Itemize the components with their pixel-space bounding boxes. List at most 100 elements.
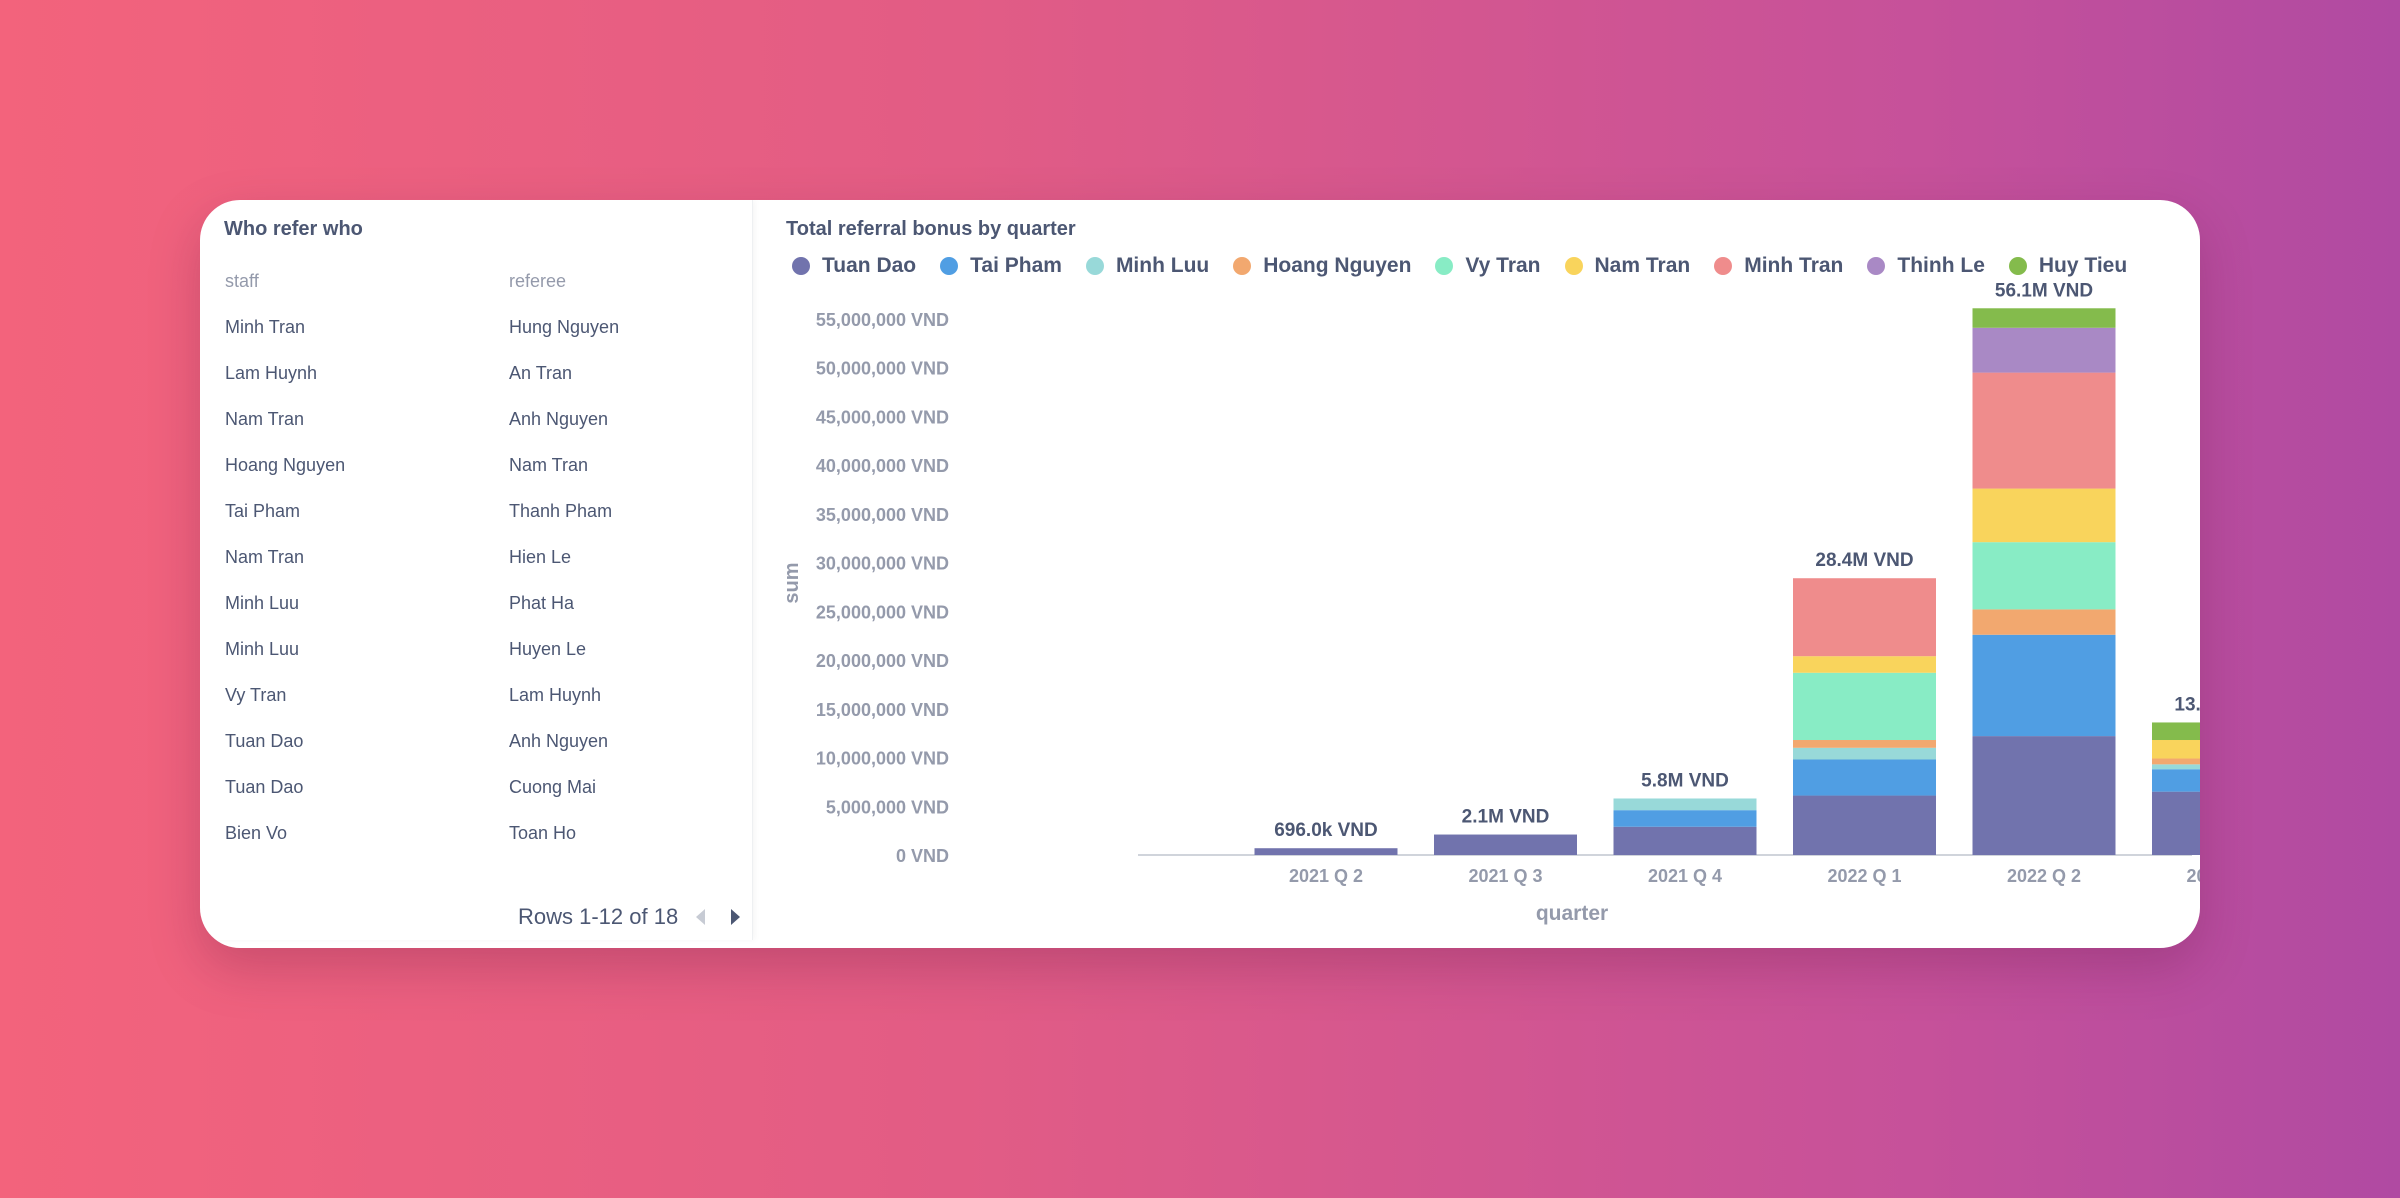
legend-label: Thinh Le (1897, 254, 1985, 277)
staff-cell: Nam Tran (225, 547, 305, 567)
legend-swatch-icon (1435, 257, 1454, 275)
staff-cell: Nam Tran (225, 409, 305, 429)
bar-segment-tai-pham[interactable] (2152, 769, 2200, 792)
referee-cell: Lam Huynh (509, 685, 602, 705)
stacked-bar-chart: sum quarter 0 VND 5,000,000 VND 10,000,000… (781, 280, 2200, 925)
y-tick-label: 20,000,000 VND (816, 651, 949, 671)
bar-total-label: 28.4M VND (1815, 550, 1913, 571)
referee-cell: Hung Nguyen (509, 317, 620, 337)
x-tick-label: 2021 Q 2 (1289, 866, 1363, 886)
staff-cell: Minh Luu (225, 639, 300, 659)
column-header-referee[interactable]: referee (509, 271, 567, 291)
y-tick-label: 30,000,000 VND (816, 554, 949, 574)
bar-segment-minh-tran[interactable] (1793, 578, 1936, 657)
staff-cell: Tai Pham (225, 501, 301, 521)
staff-cell: Tuan Dao (225, 731, 304, 751)
bar-segment-minh-luu[interactable] (1613, 798, 1757, 811)
y-tick-label: 45,000,000 VND (816, 407, 949, 427)
bar-segment-thinh-le[interactable] (1972, 327, 2116, 373)
bar-segment-tuan-dao[interactable] (1793, 795, 1936, 855)
dashboard-card: Who refer who staff referee Minh Tran Hun… (200, 200, 2200, 948)
bar-total-label: 13.6M VND (2174, 694, 2200, 715)
x-axis-label: quarter (1536, 902, 1608, 925)
x-tick-label: 2021 Q 3 (1468, 866, 1542, 886)
referee-cell: Toan Ho (509, 823, 577, 843)
bar-segment-tuan-dao[interactable] (1613, 826, 1757, 855)
referee-cell: An Tran (509, 363, 573, 383)
legend-label: Huy Tieu (2038, 254, 2128, 277)
staff-cell: Lam Huynh (225, 363, 318, 383)
bar-segment-tuan-dao[interactable] (1434, 834, 1577, 855)
legend-item[interactable]: Minh Luu (1085, 254, 1210, 278)
next-page-icon[interactable] (731, 909, 741, 925)
legend-item[interactable]: Hoang Nguyen (1233, 254, 1411, 278)
bar-segment-nam-tran[interactable] (1793, 656, 1936, 673)
bar-segment-minh-luu[interactable] (2152, 764, 2200, 770)
referee-cell: Hien Le (509, 547, 572, 567)
referee-cell: Nam Tran (509, 455, 589, 475)
y-tick-label: 5,000,000 VND (826, 797, 949, 817)
legend-label: Minh Luu (1115, 254, 1210, 277)
table-title: Who refer who (224, 218, 363, 240)
chart-title: Total referral bonus by quarter (786, 218, 1076, 240)
y-tick-label: 10,000,000 VND (816, 749, 949, 769)
y-axis-label: sum (781, 562, 803, 603)
bar-segment-nam-tran[interactable] (1972, 488, 2116, 543)
bar-segment-nam-tran[interactable] (2152, 740, 2200, 759)
y-tick-label: 50,000,000 VND (816, 359, 949, 379)
legend-item[interactable]: Thinh Le (1867, 254, 1985, 278)
y-tick-label: 15,000,000 VND (816, 700, 949, 720)
legend-swatch-icon (792, 257, 810, 275)
legend-swatch-icon (1233, 257, 1252, 275)
legend-label: Vy Tran (1465, 254, 1541, 277)
legend-swatch-icon (2008, 257, 2027, 275)
column-header-staff[interactable]: staff (225, 271, 259, 291)
bar-segment-hoang-nguyen[interactable] (1972, 609, 2116, 635)
legend-label: Minh Tran (1744, 254, 1844, 277)
staff-cell: Vy Tran (225, 685, 287, 705)
table-panel: Who refer who staff referee Minh Tran Hun… (200, 200, 753, 940)
y-tick-label: 25,000,000 VND (816, 602, 949, 622)
legend-item[interactable]: Vy Tran (1435, 254, 1541, 278)
legend-label: Hoang Nguyen (1263, 254, 1412, 277)
x-tick-label: 2022 Q 2 (2007, 866, 2081, 886)
bar-segment-hoang-nguyen[interactable] (2152, 758, 2200, 765)
bar-segment-vy-tran[interactable] (1972, 542, 2116, 610)
legend-label: Tuan Dao (822, 254, 917, 277)
bar-segment-minh-tran[interactable] (1972, 372, 2116, 489)
bar-segment-tai-pham[interactable] (1972, 634, 2116, 737)
x-tick-label: 2022 Q 1 (1827, 866, 1901, 886)
chart-legend: Tuan Dao Tai Pham Minh Luu Hoang Nguyen Vy T… (792, 254, 2151, 278)
bar-segment-hoang-nguyen[interactable] (1793, 740, 1936, 748)
bar-total-label: 2.1M VND (1462, 807, 1550, 828)
bar-segment-vy-tran[interactable] (1793, 672, 1936, 741)
legend-label: Nam Tran (1594, 254, 1691, 277)
bar-segment-huy-tieu[interactable] (1972, 308, 2116, 328)
x-tick-label: 2022 Q 3 (2186, 866, 2200, 886)
bar-segment-tai-pham[interactable] (1613, 810, 1757, 827)
bar-segment-minh-luu[interactable] (1793, 747, 1936, 760)
legend-swatch-icon (1564, 257, 1583, 275)
referee-cell: Anh Nguyen (509, 409, 609, 429)
legend-item[interactable]: Tuan Dao (792, 254, 916, 278)
bar-segment-huy-tieu[interactable] (2152, 722, 2200, 741)
legend-swatch-icon (1714, 257, 1733, 275)
staff-cell: Minh Tran (225, 317, 306, 337)
legend-item[interactable]: Nam Tran (1564, 254, 1691, 278)
bar-total-label: 5.8M VND (1641, 770, 1729, 791)
referee-cell: Huyen Le (509, 639, 587, 659)
staff-cell: Tuan Dao (225, 777, 304, 797)
bar-segment-tuan-dao[interactable] (1254, 848, 1398, 855)
legend-item[interactable]: Huy Tieu (2008, 254, 2128, 278)
staff-cell: Bien Vo (225, 823, 288, 843)
bar-segment-tuan-dao[interactable] (1972, 736, 2116, 855)
y-tick-label: 55,000,000 VND (816, 310, 949, 330)
referee-cell: Thanh Pham (509, 501, 613, 521)
bar-segment-tuan-dao[interactable] (2152, 791, 2200, 855)
legend-item[interactable]: Tai Pham (940, 254, 1062, 278)
legend-swatch-icon (1867, 257, 1886, 275)
staff-cell: Minh Luu (225, 593, 300, 613)
legend-item[interactable]: Minh Tran (1714, 254, 1843, 278)
previous-page-icon[interactable] (696, 909, 706, 925)
bar-segment-tai-pham[interactable] (1793, 759, 1936, 796)
